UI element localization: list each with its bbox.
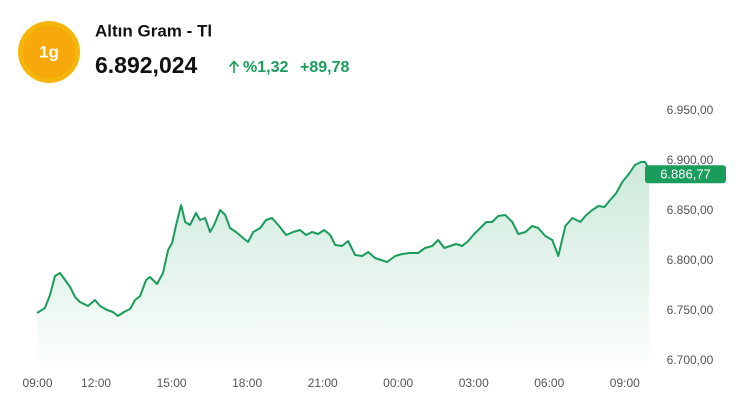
- y-tick-label: 6.900,00: [667, 153, 714, 167]
- last-value-label: 6.886,77: [660, 167, 711, 182]
- title: Altın Gram - Tl: [95, 21, 212, 40]
- y-tick-label: 6.850,00: [667, 203, 714, 217]
- badge-text: 1g: [39, 42, 59, 61]
- y-tick-label: 6.750,00: [667, 303, 714, 317]
- y-tick-label: 6.800,00: [667, 253, 714, 267]
- x-tick-label: 09:00: [22, 376, 52, 390]
- y-tick-label: 6.700,00: [667, 353, 714, 367]
- x-tick-label: 03:00: [459, 376, 489, 390]
- x-tick-label: 06:00: [534, 376, 564, 390]
- x-tick-label: 09:00: [610, 376, 640, 390]
- up-arrow: [228, 60, 240, 73]
- y-tick-label: 6.950,00: [667, 103, 714, 117]
- x-tick-label: 00:00: [383, 376, 413, 390]
- area-fill: [37, 162, 650, 361]
- last-value-box: [645, 165, 726, 184]
- x-tick-label: 15:00: [157, 376, 187, 390]
- x-tick-label: 12:00: [81, 376, 111, 390]
- badge-inner: [23, 26, 75, 78]
- change-pct: %1,32: [243, 59, 288, 76]
- change-abs: +89,78: [300, 59, 349, 76]
- price: 6.892,024: [95, 52, 198, 78]
- price-line: [36, 161, 650, 317]
- x-tick-label: 18:00: [232, 376, 262, 390]
- x-tick-label: 21:00: [308, 376, 338, 390]
